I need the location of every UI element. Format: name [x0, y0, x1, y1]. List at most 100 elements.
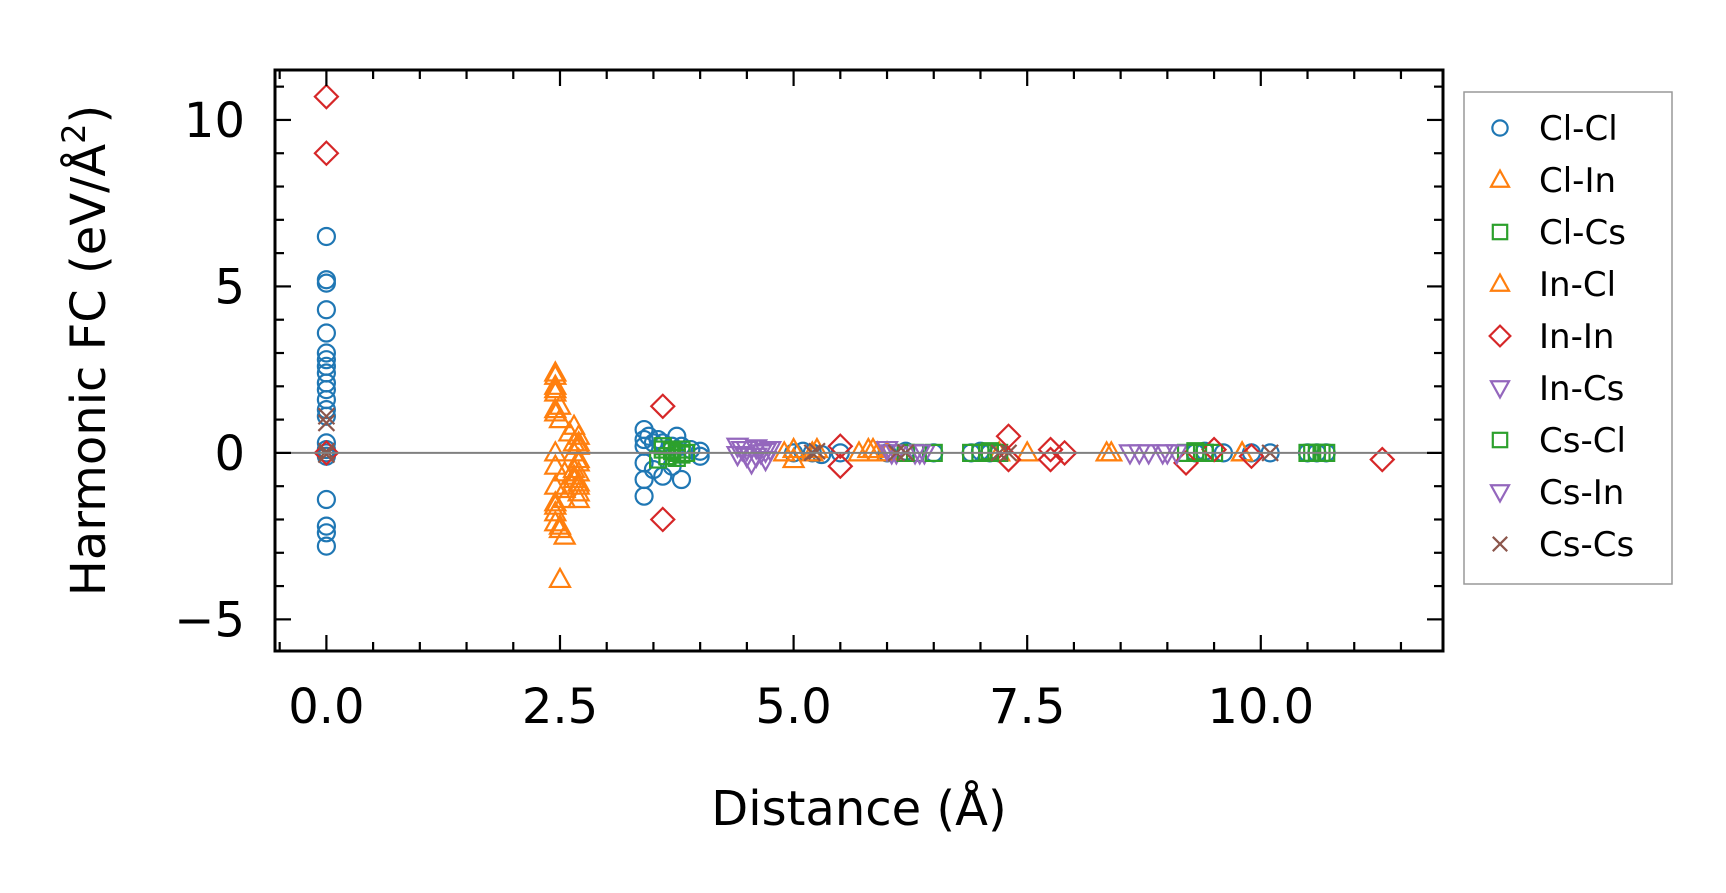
x-tick-label: 7.5: [989, 679, 1065, 735]
data-point: [1369, 446, 1396, 473]
y-axis-label-main: Harmonic FC (eV/Å: [60, 144, 117, 597]
data-point: [316, 516, 336, 536]
y-tick-labels: −5 0 5 10: [174, 93, 245, 648]
x-axis-label: Distance (Å): [711, 780, 1006, 837]
data-point: [634, 469, 654, 490]
data-point: [543, 500, 568, 522]
data-point: [543, 440, 568, 462]
data-point: [317, 414, 336, 432]
legend: Cl-Cl Cl-In Cl-Cs In-Cl In-In In-Cs Cs-Cl Cs-In…: [1463, 91, 1673, 585]
data-point: [566, 486, 591, 509]
data-point: [552, 523, 577, 545]
data-point: [1127, 444, 1152, 466]
legend-label: Cl-In: [1539, 161, 1616, 201]
data-point: [566, 450, 591, 472]
legend-label: In-Cs: [1539, 369, 1624, 409]
data-point: [781, 446, 806, 469]
data-point: [907, 444, 932, 466]
data-point: [1037, 446, 1064, 473]
legend-item: In-Cs: [1489, 369, 1624, 409]
data-point: [827, 433, 854, 460]
y-tick-label: −5: [174, 592, 245, 648]
legend-marker-square: [1491, 223, 1509, 241]
data-point: [317, 442, 336, 461]
legend-marker-triangle-up: [1489, 272, 1511, 292]
legend-label: Cs-Cs: [1539, 525, 1634, 565]
legend-label: In-In: [1539, 317, 1614, 357]
data-point: [1230, 440, 1254, 462]
data-point: [317, 445, 336, 464]
legend-item: Cl-Cs: [1491, 213, 1626, 253]
legend-marker-x: [1492, 536, 1508, 552]
legend-item: In-Cl: [1489, 265, 1616, 305]
data-point: [1164, 444, 1189, 466]
data-point: [566, 423, 591, 445]
data-point: [316, 273, 336, 293]
data-point: [543, 380, 568, 402]
data-point: [649, 450, 668, 469]
data-point: [316, 226, 336, 247]
legend-marker-circle: [1491, 119, 1509, 137]
y-tick-label: 5: [214, 259, 245, 315]
data-point: [847, 440, 871, 462]
data-point: [875, 440, 899, 463]
legend-label: Cl-Cs: [1539, 213, 1626, 253]
legend-marker-triangle-up: [1489, 168, 1511, 188]
data-point: [649, 393, 676, 420]
data-point: [772, 440, 797, 462]
legend-item: Cl-Cl: [1491, 109, 1618, 149]
x-tick-label: 5.0: [755, 679, 831, 735]
y-tick-label: 10: [184, 93, 245, 149]
data-point: [658, 447, 677, 466]
data-point: [316, 406, 336, 426]
data-point: [861, 436, 885, 459]
data-point: [690, 441, 710, 461]
data-point: [317, 407, 336, 426]
data-point: [1094, 440, 1119, 462]
legend-item: Cl-In: [1489, 161, 1616, 201]
legend-marker-diamond: [1488, 324, 1512, 348]
plot-frame: [273, 68, 1445, 653]
data-point: [316, 300, 336, 320]
data-point: [313, 140, 340, 167]
legend-label: Cs-In: [1539, 473, 1624, 513]
data-point: [744, 447, 769, 469]
data-point: [316, 323, 336, 343]
data-point: [663, 440, 682, 459]
legend-label: Cl-Cl: [1539, 109, 1618, 149]
legend-item: Cs-Cs: [1492, 525, 1634, 565]
legend-label: In-Cl: [1539, 265, 1616, 305]
y-tick-label: 0: [214, 426, 245, 482]
data-point: [316, 489, 336, 510]
data-point: [566, 446, 591, 469]
data-point: [566, 480, 591, 502]
y-axis-label: Harmonic FC (eV/Å2): [55, 105, 117, 597]
data-point: [548, 406, 572, 429]
data-point: [1037, 436, 1064, 463]
data-point: [634, 486, 654, 506]
legend-item: Cs-In: [1489, 473, 1624, 513]
x-tick-label: 2.5: [522, 679, 598, 735]
data-point: [634, 429, 654, 450]
data-point: [316, 350, 336, 370]
data-point: [313, 439, 340, 466]
data-point: [735, 440, 759, 463]
legend-item: In-In: [1488, 317, 1614, 357]
data-point: [313, 83, 340, 110]
data-point: [316, 343, 336, 363]
y-axis-label-superscript: 2: [55, 123, 93, 143]
data-point: [316, 400, 336, 420]
data-point: [566, 430, 591, 452]
legend-item: Cs-Cl: [1491, 421, 1626, 461]
x-tick-label: 10.0: [1207, 679, 1314, 735]
series-in-in: [313, 83, 1396, 533]
series-in-cl: [543, 363, 1254, 545]
data-point: [548, 393, 572, 415]
data-point: [1150, 444, 1175, 466]
data-point: [725, 445, 750, 468]
data-point: [316, 380, 336, 400]
x-tick-labels: 0.0 2.5 5.0 7.5 10.0: [288, 679, 1314, 735]
data-point: [548, 566, 572, 589]
data-point: [543, 493, 568, 515]
